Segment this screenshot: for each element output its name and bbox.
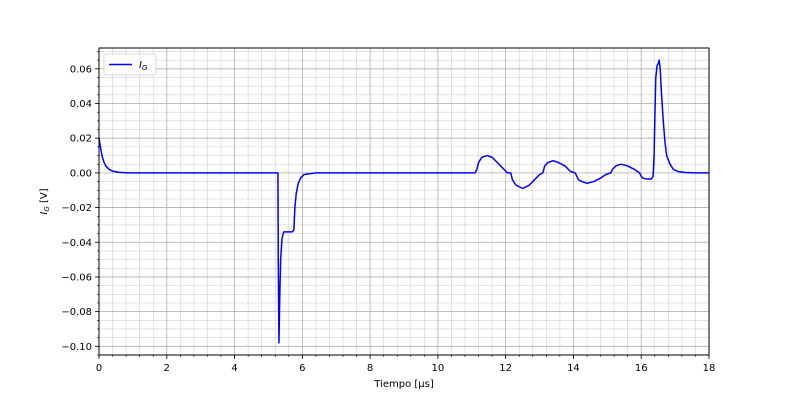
y-tick-label: −0.10 [61, 342, 92, 353]
x-tick-label: 18 [703, 363, 716, 374]
x-axis: 0 2 4 6 8 10 12 14 16 18 [96, 355, 716, 374]
legend: IG [103, 53, 157, 76]
legend-label: IG [139, 60, 148, 72]
plot-frame [98, 47, 710, 356]
y-axis: −0.10 −0.08 −0.06 −0.04 −0.02 0.00 0.02 0.04 0.0… [61, 51, 99, 356]
y-tick-label: −0.08 [61, 307, 92, 318]
y-tick-label: −0.04 [61, 238, 92, 249]
x-tick-label: 6 [299, 363, 305, 374]
series-layer [98, 59, 709, 344]
y-tick-label: −0.06 [61, 272, 92, 283]
x-tick-label: 10 [432, 363, 445, 374]
x-tick-label: 14 [567, 363, 580, 374]
y-tick-label: −0.02 [61, 203, 92, 214]
y-axis-label: IG [V] [39, 188, 51, 214]
series-line [98, 59, 709, 344]
x-tick-label: 8 [367, 363, 373, 374]
x-tick-label: 16 [635, 363, 648, 374]
y-tick-label: 0.04 [70, 99, 92, 110]
x-tick-label: 0 [96, 363, 102, 374]
y-tick-label: 0.02 [70, 134, 92, 145]
y-tick-label: 0.00 [70, 168, 92, 179]
x-tick-label: 4 [231, 363, 237, 374]
x-tick-label: 12 [499, 363, 512, 374]
x-tick-label: 2 [164, 363, 170, 374]
y-tick-label: 0.06 [70, 64, 92, 75]
x-axis-label: Tiempo [μs] [373, 379, 434, 390]
